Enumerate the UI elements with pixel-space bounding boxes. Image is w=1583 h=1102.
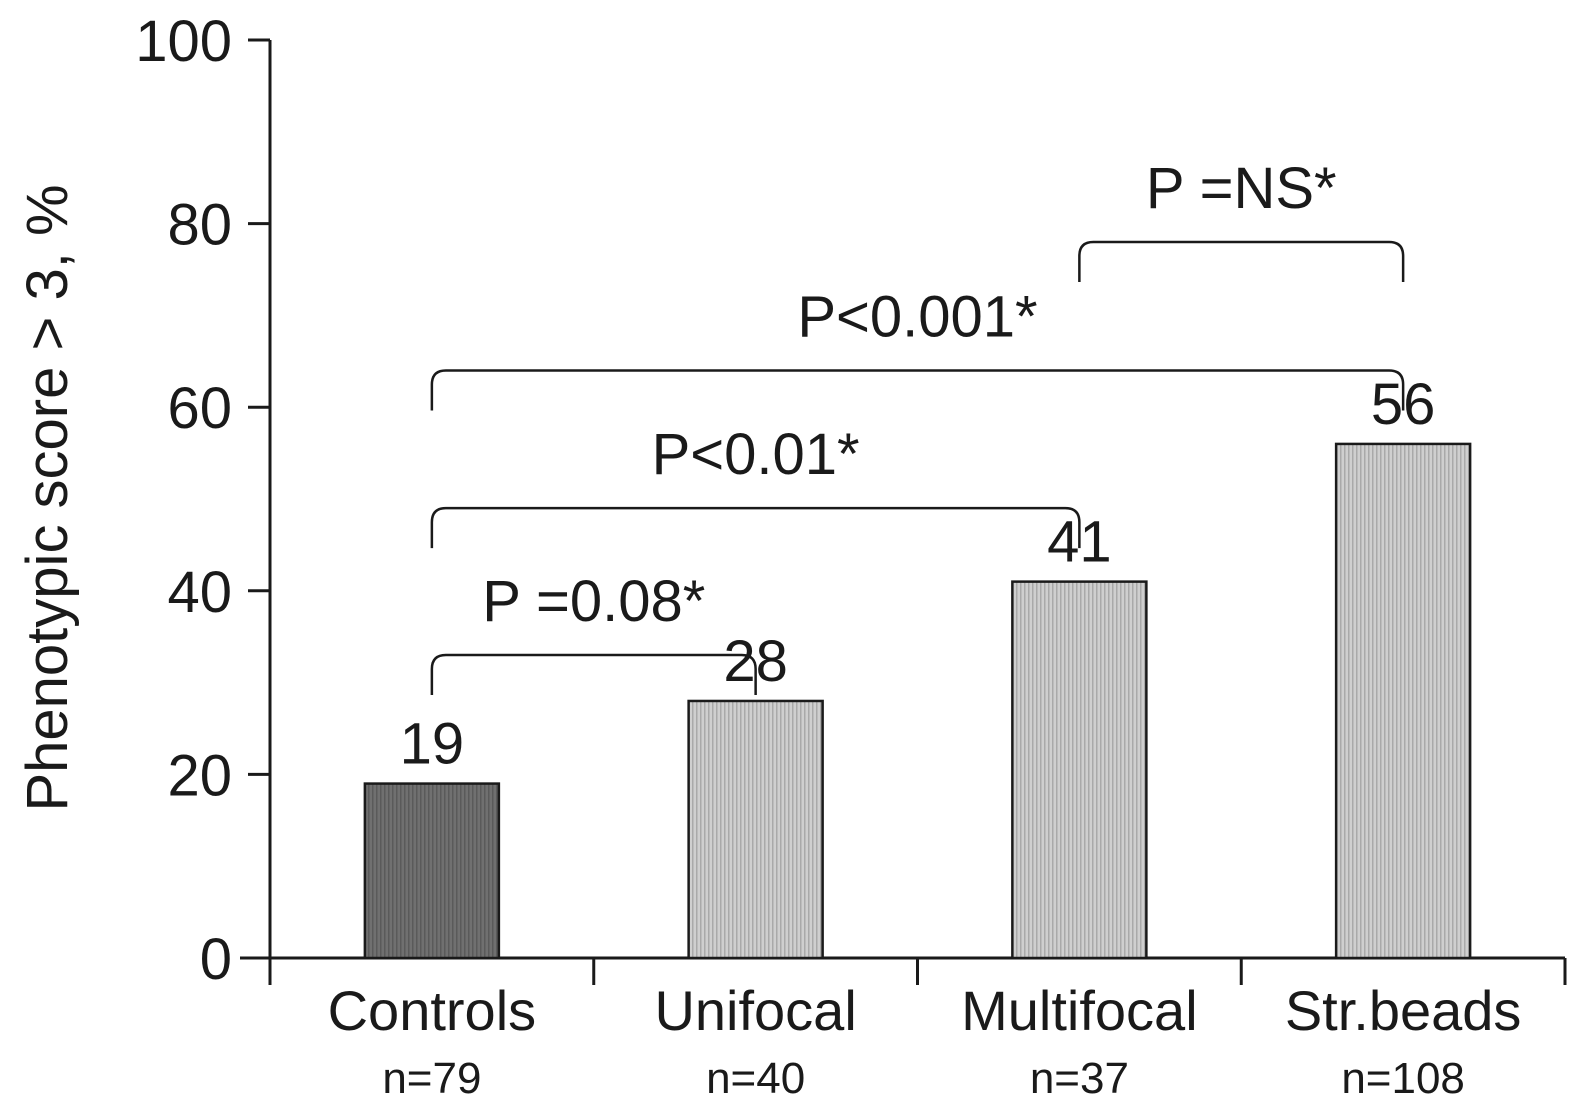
- significance-bracket: [430, 653, 757, 696]
- x-category-label: Controls: [328, 979, 537, 1042]
- x-ticks: [268, 958, 1567, 985]
- x-category-label: Str.beads: [1285, 979, 1522, 1042]
- y-tick-label: 40: [167, 560, 232, 625]
- p-value-label: P<0.001*: [797, 284, 1037, 349]
- significance-bracket: [430, 369, 1405, 411]
- p-value-label: P =NS*: [1146, 156, 1337, 221]
- significance-bracket: [1078, 240, 1405, 282]
- sample-size-label: n=79: [382, 1054, 481, 1102]
- x-category-label: Unifocal: [654, 979, 856, 1042]
- p-value-label: P =0.08*: [482, 569, 705, 634]
- bar-controls: [363, 782, 501, 960]
- significance-brackets: P =0.08* P<0.01* P<0.001* P =NS*: [430, 156, 1405, 696]
- sample-size-label: n=108: [1341, 1054, 1465, 1102]
- x-category-label: Multifocal: [961, 979, 1198, 1042]
- bar-multifocal: [1011, 580, 1148, 960]
- bar-value-label: 19: [400, 712, 465, 777]
- sample-size-label: n=37: [1030, 1054, 1129, 1102]
- y-tick-label: 100: [135, 9, 232, 74]
- y-tick-label: 0: [200, 927, 232, 992]
- bar-str-beads: [1334, 442, 1472, 960]
- sample-size-label: n=40: [706, 1054, 805, 1102]
- significance-bracket: [430, 506, 1081, 549]
- y-axis-label: Phenotypic score > 3, %: [15, 184, 80, 811]
- y-tick-label: 80: [167, 193, 232, 258]
- y-tick-label: 20: [167, 743, 232, 808]
- p-value-label: P<0.01*: [652, 422, 860, 487]
- y-tick-label: 60: [167, 376, 232, 441]
- bar-unifocal: [687, 699, 824, 960]
- bars: 19Controlsn=7928Unifocaln=4041Multifocal…: [328, 372, 1522, 1102]
- y-ticks: 0 20 40 60 80 100: [135, 9, 270, 992]
